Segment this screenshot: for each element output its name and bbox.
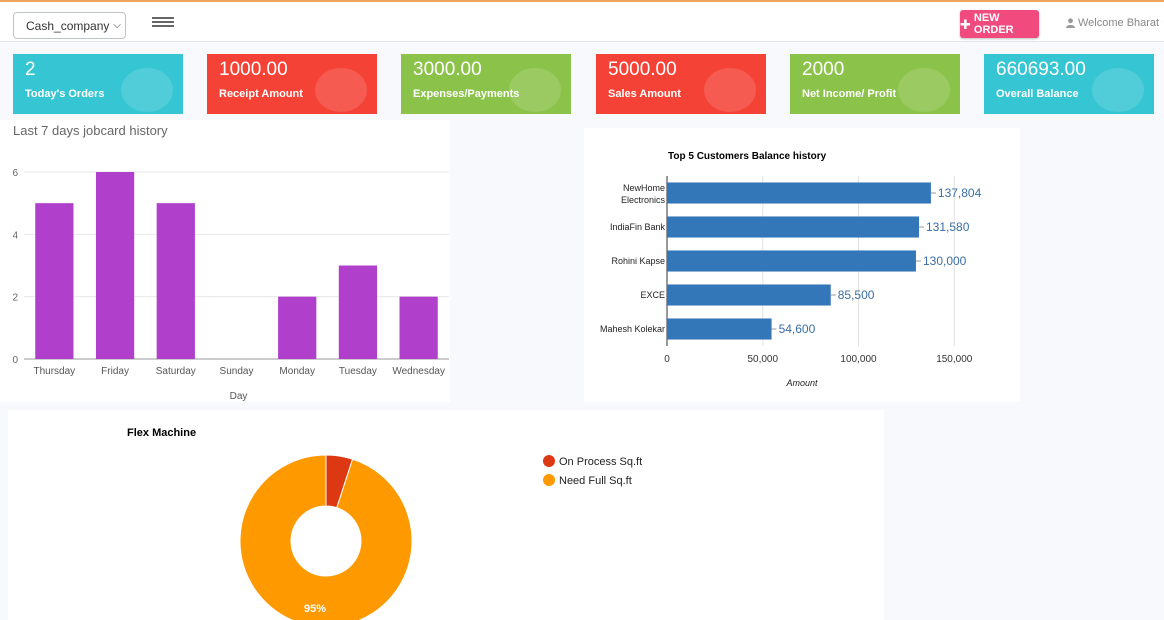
bar bbox=[667, 182, 931, 204]
y-tick-label: Mahesh Kolekar bbox=[600, 324, 665, 334]
card-watermark-icon bbox=[1092, 68, 1144, 112]
caret-down-icon: ▼ bbox=[1162, 19, 1164, 28]
flex-machine-panel bbox=[8, 410, 884, 620]
y-tick-label: IndiaFin Bank bbox=[610, 222, 666, 232]
y-tick-label: EXCE bbox=[640, 290, 665, 300]
x-tick-label: Monday bbox=[279, 366, 315, 377]
legend-label: Need Full Sq.ft bbox=[559, 475, 632, 487]
new-order-label: NEW ORDER bbox=[973, 12, 1014, 36]
card-watermark-icon bbox=[315, 68, 367, 112]
chart-title: Flex Machine bbox=[127, 427, 196, 439]
stat-value: 5000.00 bbox=[608, 59, 677, 80]
flex-machine-donut-chart: Flex Machine 95% On Process Sq.ft Need Full… bbox=[127, 427, 642, 620]
y-tick-label: 4 bbox=[12, 230, 18, 241]
legend-label: On Process Sq.ft bbox=[559, 456, 642, 468]
y-tick-label: Rohini Kapse bbox=[611, 256, 665, 266]
x-axis-label: Day bbox=[230, 391, 248, 402]
y-tick-label: Electronics bbox=[621, 195, 666, 205]
card-watermark-icon bbox=[121, 68, 173, 112]
user-icon bbox=[1066, 18, 1075, 28]
user-menu[interactable]: Welcome Bharat ▼ bbox=[1066, 17, 1164, 29]
x-tick-label: 100,000 bbox=[840, 354, 877, 365]
stat-label: Net Income/ Profit bbox=[802, 88, 897, 100]
bar bbox=[278, 296, 317, 359]
x-tick-label: Friday bbox=[101, 366, 129, 377]
value-label: 130,000 bbox=[923, 254, 967, 268]
stat-card-net-income[interactable]: 2000 Net Income/ Profit bbox=[790, 54, 960, 114]
stat-card-receipt-amount[interactable]: 1000.00 Receipt Amount bbox=[207, 54, 377, 114]
card-watermark-icon bbox=[704, 68, 756, 112]
bar bbox=[667, 318, 772, 340]
value-label: 137,804 bbox=[938, 186, 982, 200]
stat-label: Sales Amount bbox=[608, 88, 681, 100]
stat-card-sales-amount[interactable]: 5000.00 Sales Amount bbox=[596, 54, 766, 114]
plus-icon: ✚ bbox=[960, 16, 971, 32]
x-tick-label: Wednesday bbox=[392, 366, 445, 377]
bar bbox=[667, 284, 831, 306]
x-tick-label: Tuesday bbox=[339, 366, 377, 377]
stat-label: Expenses/Payments bbox=[413, 88, 520, 100]
new-order-button[interactable]: ✚ NEW ORDER bbox=[960, 10, 1039, 38]
x-tick-label: 50,000 bbox=[747, 354, 778, 365]
stat-value: 3000.00 bbox=[413, 59, 482, 80]
x-axis-label: Amount bbox=[785, 378, 818, 388]
legend-marker bbox=[543, 455, 555, 467]
welcome-text: Welcome Bharat bbox=[1078, 17, 1160, 29]
jobcard-panel-title: Last 7 days jobcard history bbox=[13, 123, 168, 138]
stat-value: 2 bbox=[25, 59, 36, 80]
stat-value: 1000.00 bbox=[219, 59, 288, 80]
chevron-down-icon: ⌵ bbox=[113, 20, 121, 31]
x-tick-label: Thursday bbox=[34, 366, 76, 377]
bar bbox=[95, 172, 135, 359]
company-select-value: Cash_company bbox=[26, 18, 110, 33]
stat-value: 660693.00 bbox=[996, 59, 1086, 80]
stat-value: 2000 bbox=[802, 59, 845, 80]
y-tick-label: NewHome bbox=[623, 183, 665, 193]
y-tick-label: 2 bbox=[12, 293, 18, 304]
bar bbox=[667, 216, 919, 238]
card-watermark-icon bbox=[509, 68, 561, 112]
bar bbox=[338, 265, 378, 359]
top-navbar: Cash_company ⌵ ✚ NEW ORDER Welcome Bhara… bbox=[0, 0, 1164, 42]
pie-slice bbox=[239, 454, 413, 620]
stat-card-expenses[interactable]: 3000.00 Expenses/Payments bbox=[401, 54, 571, 114]
card-watermark-icon bbox=[898, 68, 950, 112]
slice-label: 95% bbox=[304, 603, 326, 615]
chart-title: Top 5 Customers Balance history bbox=[668, 151, 827, 162]
stat-label: Today's Orders bbox=[25, 88, 105, 100]
stat-label: Overall Balance bbox=[996, 88, 1079, 100]
jobcard-bar-chart: 0 2 4 6 Thursday Friday Saturday Sunday Monday Tu… bbox=[12, 168, 449, 402]
company-select[interactable]: Cash_company ⌵ bbox=[13, 12, 126, 39]
value-label: 54,600 bbox=[779, 322, 816, 336]
customers-bar-chart: Top 5 Customers Balance history 0 50,000 10… bbox=[600, 151, 982, 388]
stat-card-todays-orders[interactable]: 2 Today's Orders bbox=[13, 54, 183, 114]
value-label: 85,500 bbox=[838, 288, 875, 302]
menu-toggle-icon[interactable] bbox=[152, 17, 174, 29]
x-tick-label: Sunday bbox=[220, 366, 254, 377]
stat-card-overall-balance[interactable]: 660693.00 Overall Balance bbox=[984, 54, 1154, 114]
bar bbox=[399, 296, 438, 359]
y-tick-label: 6 bbox=[12, 168, 18, 179]
y-tick-label: 0 bbox=[12, 355, 18, 366]
x-tick-label: 0 bbox=[664, 354, 670, 365]
x-tick-label: 150,000 bbox=[936, 354, 973, 365]
legend-marker bbox=[543, 474, 555, 486]
bar bbox=[156, 203, 195, 359]
bar bbox=[667, 250, 916, 272]
value-label: 131,580 bbox=[926, 220, 970, 234]
stat-label: Receipt Amount bbox=[219, 88, 303, 100]
x-tick-label: Saturday bbox=[156, 366, 196, 377]
bar bbox=[35, 203, 74, 359]
